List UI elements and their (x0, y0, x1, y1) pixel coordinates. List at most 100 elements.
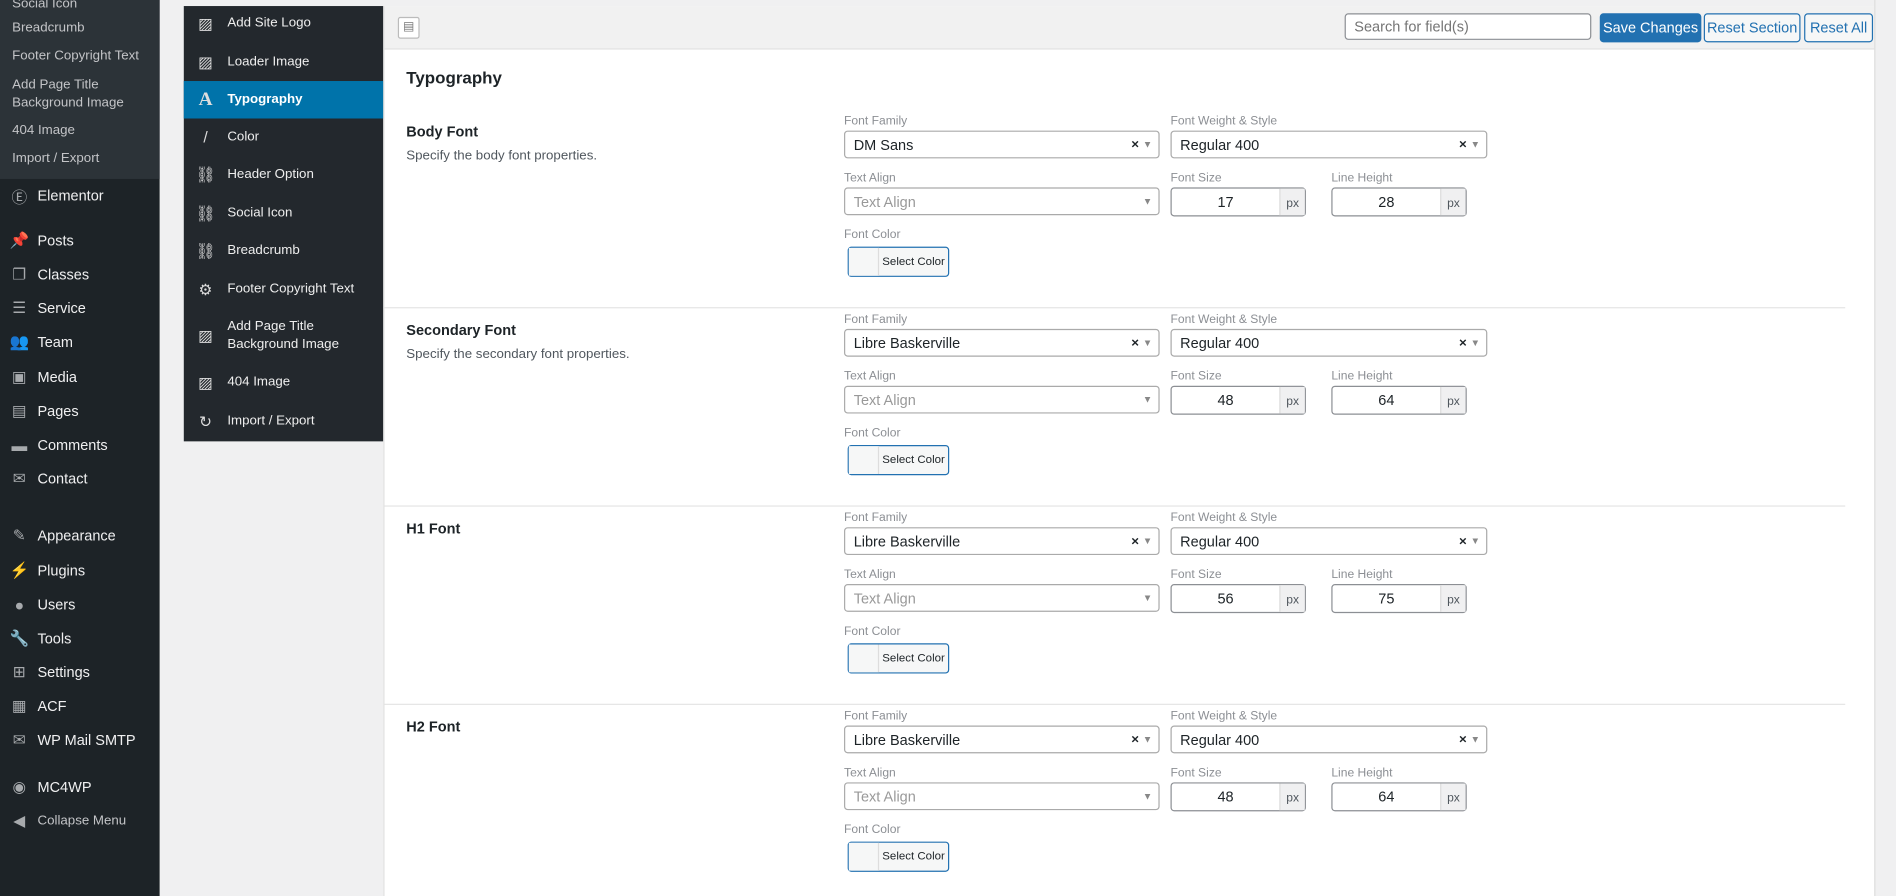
font-color-picker[interactable]: Select Color (847, 643, 950, 674)
admin-menu-mc4wp[interactable]: ◉ MC4WP (0, 770, 160, 804)
submenu-item[interactable]: Footer Copyright Text (12, 48, 140, 63)
submenu-item[interactable]: 404 Image (12, 123, 75, 138)
line-height-input[interactable]: 75 px (1331, 584, 1467, 614)
options-menu-404-image[interactable]: ▨ 404 Image (184, 364, 384, 401)
clear-icon[interactable]: × (1131, 732, 1140, 747)
font-family-select[interactable]: Libre Baskerville × ▼ (844, 328, 1160, 357)
submenu-item[interactable]: Import / Export (12, 151, 100, 166)
admin-menu-settings[interactable]: ⊞ Settings (0, 655, 160, 689)
options-menu-typography[interactable]: A Typography (183, 81, 384, 119)
font-color-picker[interactable]: Select Color (847, 444, 950, 476)
clear-icon[interactable]: × (1131, 533, 1140, 549)
options-menu-breadcrumb[interactable]: ⛓ Breadcrumb (184, 232, 384, 269)
select-color-label: Select Color (882, 651, 945, 666)
admin-menu-media[interactable]: ▣ Media (0, 360, 160, 394)
admin-menu-elementor[interactable]: Ⓔ Elementor (0, 179, 160, 213)
comment-icon: ▬ (11, 435, 28, 455)
font-size-input[interactable]: 17 px (1170, 187, 1306, 217)
scrollbar[interactable] (1874, 0, 1896, 896)
menu-label: 404 Image (227, 374, 291, 390)
chevron-down-icon: ▼ (1142, 733, 1153, 745)
admin-menu-appearance[interactable]: ✎ Appearance (0, 519, 160, 553)
admin-menu-posts[interactable]: 📌 Posts (0, 224, 160, 258)
font-size-input[interactable]: 48 px (1170, 385, 1306, 415)
submenu-item[interactable]: Add Page Title Background Image (12, 77, 124, 111)
submenu-item[interactable]: Social Icon (12, 0, 78, 11)
clear-icon[interactable]: × (1458, 732, 1467, 747)
select-value: Text Align (853, 391, 916, 409)
admin-menu-tools[interactable]: 🔧 Tools (0, 622, 160, 656)
admin-menu-acf[interactable]: ▦ ACF (0, 689, 160, 723)
select-value: Libre Baskerville (853, 730, 961, 748)
admin-menu-classes[interactable]: ❐ Classes (0, 258, 160, 292)
unit-addon: px (1440, 188, 1466, 216)
options-menu-add-site-logo[interactable]: ▨ Add Site Logo (184, 6, 384, 41)
clear-icon[interactable]: × (1458, 533, 1467, 549)
image-icon: ▨ (198, 52, 213, 71)
font-family-select[interactable]: Libre Baskerville × ▼ (844, 527, 1160, 556)
font-weight-select[interactable]: Regular 400 × ▼ (1170, 328, 1488, 357)
admin-menu-plugins[interactable]: ⚡ Plugins (0, 554, 160, 588)
admin-menu-team[interactable]: 👥 Team (0, 325, 160, 359)
reset-all-button[interactable]: Reset All (1804, 13, 1874, 43)
expand-layout-icon[interactable]: ▤ (397, 16, 420, 39)
submenu-item[interactable]: Breadcrumb (12, 20, 85, 36)
font-weight-select[interactable]: Regular 400 × ▼ (1170, 725, 1488, 754)
font-size-input[interactable]: 48 px (1170, 782, 1306, 812)
clear-icon[interactable]: × (1458, 137, 1467, 152)
font-family-select[interactable]: Libre Baskerville × ▼ (844, 725, 1160, 754)
options-menu-import-export[interactable]: ↻ Import / Export (184, 403, 384, 440)
options-menu-color[interactable]: / Color (184, 119, 384, 156)
elementor-icon: Ⓔ (11, 188, 28, 207)
select-value: Regular 400 (1180, 334, 1260, 352)
font-section: Body Font Specify the body font propertie… (384, 109, 1846, 309)
section-title: H1 Font (406, 519, 461, 537)
line-height-input[interactable]: 28 px (1331, 187, 1467, 217)
font-size-input[interactable]: 56 px (1170, 584, 1306, 614)
font-color-picker[interactable]: Select Color (847, 841, 950, 872)
font-color-label: Font Color (844, 625, 901, 639)
options-menu-footer-copyright-text[interactable]: ⚙ Footer Copyright Text (184, 271, 384, 308)
text-align-select[interactable]: Text Align ▼ (844, 782, 1160, 811)
select-value: Libre Baskerville (853, 334, 961, 352)
font-family-label: Font Family (844, 709, 908, 724)
font-section: Secondary Font Specify the secondary font… (384, 307, 1846, 507)
admin-menu-pages[interactable]: ▤ Pages (0, 394, 160, 428)
media-icon: ▣ (11, 367, 27, 386)
clear-icon[interactable]: × (1458, 335, 1467, 351)
font-weight-select[interactable]: Regular 400 × ▼ (1170, 130, 1488, 159)
font-color-picker[interactable]: Select Color (847, 246, 950, 277)
admin-menu-comments[interactable]: ▬ Comments (0, 428, 160, 462)
reset-section-button[interactable]: Reset Section (1703, 13, 1801, 43)
menu-label: Header Option (227, 166, 314, 182)
text-align-select[interactable]: Text Align ▼ (844, 385, 1160, 414)
section-description: Specify the body font properties. (406, 148, 598, 164)
clear-icon[interactable]: × (1131, 335, 1140, 351)
save-changes-button[interactable]: Save Changes (1599, 13, 1702, 43)
number-value: 48 (1217, 788, 1234, 806)
gear-icon: ⚙ (198, 279, 213, 299)
font-family-select[interactable]: DM Sans × ▼ (844, 130, 1160, 159)
admin-menu-wp-mail-smtp[interactable]: ✉ WP Mail SMTP (0, 723, 160, 757)
admin-menu-contact[interactable]: ✉ Contact (0, 462, 160, 496)
text-align-select[interactable]: Text Align ▼ (844, 584, 1160, 612)
font-weight-select[interactable]: Regular 400 × ▼ (1170, 527, 1488, 556)
unit-addon: px (1440, 585, 1466, 612)
clear-icon[interactable]: × (1131, 137, 1140, 152)
options-menu-social-icon[interactable]: ⛓ Social Icon (184, 195, 384, 232)
options-menu-loader-image[interactable]: ▨ Loader Image (184, 44, 384, 81)
unit-addon: px (1279, 188, 1305, 216)
image-icon: ▨ (198, 326, 213, 345)
options-menu-add-page-title-background-image[interactable]: ▨ Add Page Title Background Image (184, 308, 384, 364)
options-menu-header-option[interactable]: ⛓ Header Option (184, 156, 384, 193)
search-fields-input[interactable] (1344, 13, 1592, 40)
admin-menu-collapse-menu[interactable]: ◀ Collapse Menu (0, 804, 160, 838)
admin-menu-users[interactable]: ● Users (0, 588, 160, 622)
menu-label: ACF (37, 697, 67, 715)
line-height-input[interactable]: 64 px (1331, 782, 1467, 812)
admin-menu-service[interactable]: ☰ Service (0, 291, 160, 325)
line-height-input[interactable]: 64 px (1331, 385, 1467, 415)
text-align-select[interactable]: Text Align ▼ (844, 187, 1160, 216)
select-value: Libre Baskerville (853, 532, 961, 550)
mc4wp-icon: ◉ (12, 777, 27, 796)
